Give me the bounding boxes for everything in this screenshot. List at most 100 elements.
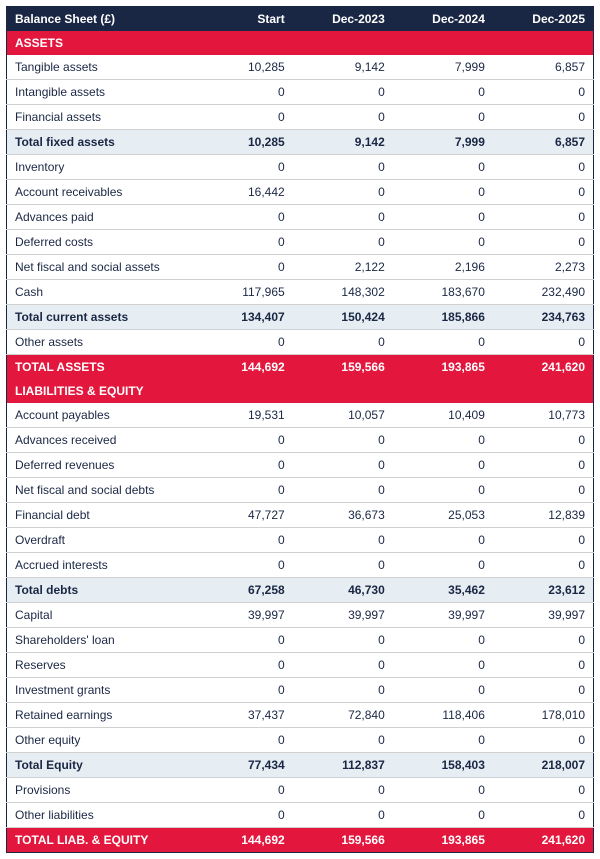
row-value: 0 (493, 80, 594, 105)
row-value: 0 (193, 528, 293, 553)
row-value: 23,612 (493, 578, 594, 603)
row-value: 0 (193, 428, 293, 453)
row-label: Capital (7, 603, 193, 628)
row-value: 10,773 (493, 403, 594, 428)
row-label: Inventory (7, 155, 193, 180)
row-value: 234,763 (493, 305, 594, 330)
row-value: 0 (193, 653, 293, 678)
row-value: 118,406 (393, 703, 493, 728)
row-value: 0 (393, 678, 493, 703)
table-row: Other assets0000 (7, 330, 594, 355)
table-row: Total Equity77,434112,837158,403218,007 (7, 753, 594, 778)
row-value: 39,997 (293, 603, 393, 628)
table-row: Other equity0000 (7, 728, 594, 753)
row-value: 148,302 (293, 280, 393, 305)
row-value: 0 (393, 330, 493, 355)
row-value: 0 (493, 778, 594, 803)
row-value: 0 (293, 105, 393, 130)
col-header: Dec-2023 (293, 7, 393, 32)
row-value: 0 (493, 628, 594, 653)
row-label: Shareholders' loan (7, 628, 193, 653)
table-row: Investment grants0000 (7, 678, 594, 703)
table-row: Intangible assets0000 (7, 80, 594, 105)
row-value: 2,122 (293, 255, 393, 280)
row-value: 0 (493, 230, 594, 255)
row-value: 0 (393, 205, 493, 230)
row-value: 2,196 (393, 255, 493, 280)
row-value: 10,285 (193, 55, 293, 80)
row-value: 0 (393, 778, 493, 803)
row-value: 39,997 (393, 603, 493, 628)
table-row: Account receivables16,442000 (7, 180, 594, 205)
table-row: Reserves0000 (7, 653, 594, 678)
row-value: 36,673 (293, 503, 393, 528)
row-value: 0 (193, 803, 293, 828)
row-value: 0 (493, 453, 594, 478)
row-label: TOTAL ASSETS (7, 355, 193, 380)
table-row: Shareholders' loan0000 (7, 628, 594, 653)
row-value: 0 (493, 803, 594, 828)
col-header: Dec-2024 (393, 7, 493, 32)
row-value: 0 (293, 428, 393, 453)
row-value: 12,839 (493, 503, 594, 528)
row-label: Provisions (7, 778, 193, 803)
table-row: Financial debt47,72736,67325,05312,839 (7, 503, 594, 528)
row-label: Other liabilities (7, 803, 193, 828)
table-row: Inventory0000 (7, 155, 594, 180)
row-label: Intangible assets (7, 80, 193, 105)
row-value: 0 (293, 230, 393, 255)
row-value: 0 (193, 553, 293, 578)
table-row: Tangible assets10,2859,1427,9996,857 (7, 55, 594, 80)
row-value: 0 (293, 453, 393, 478)
row-value: 7,999 (393, 130, 493, 155)
row-value: 0 (493, 653, 594, 678)
row-value: 0 (393, 230, 493, 255)
table-row: Accrued interests0000 (7, 553, 594, 578)
row-value: 0 (493, 330, 594, 355)
row-value: 0 (193, 80, 293, 105)
table-row: ASSETS (7, 31, 594, 55)
table-row: Deferred revenues0000 (7, 453, 594, 478)
table-row: Advances received0000 (7, 428, 594, 453)
row-label: Other equity (7, 728, 193, 753)
row-label: Advances received (7, 428, 193, 453)
row-value: 185,866 (393, 305, 493, 330)
row-value: 77,434 (193, 753, 293, 778)
row-value: 10,057 (293, 403, 393, 428)
table-row: Total current assets134,407150,424185,86… (7, 305, 594, 330)
row-value: 0 (393, 478, 493, 503)
table-row: Total debts67,25846,73035,46223,612 (7, 578, 594, 603)
row-value: 144,692 (193, 828, 293, 853)
row-value: 0 (493, 155, 594, 180)
row-value: 0 (193, 678, 293, 703)
row-value: 0 (493, 180, 594, 205)
row-value: 0 (393, 453, 493, 478)
table-row: Net fiscal and social debts0000 (7, 478, 594, 503)
row-value: 0 (393, 653, 493, 678)
table-row: TOTAL LIAB. & EQUITY144,692159,566193,86… (7, 828, 594, 853)
row-value: 158,403 (393, 753, 493, 778)
row-value: 16,442 (193, 180, 293, 205)
row-value: 7,999 (393, 55, 493, 80)
row-value: 159,566 (293, 355, 393, 380)
row-value: 0 (193, 255, 293, 280)
row-label: Cash (7, 280, 193, 305)
row-value: 0 (193, 205, 293, 230)
row-value: 0 (393, 628, 493, 653)
row-value: 0 (393, 155, 493, 180)
row-label: TOTAL LIAB. & EQUITY (7, 828, 193, 853)
row-value: 2,273 (493, 255, 594, 280)
row-label: Financial debt (7, 503, 193, 528)
col-header: Dec-2025 (493, 7, 594, 32)
table-row: Total fixed assets10,2859,1427,9996,857 (7, 130, 594, 155)
row-value: 232,490 (493, 280, 594, 305)
row-label: Accrued interests (7, 553, 193, 578)
row-value: 0 (293, 653, 393, 678)
row-label: Account payables (7, 403, 193, 428)
row-value: 9,142 (293, 55, 393, 80)
row-label: Deferred revenues (7, 453, 193, 478)
row-value: 0 (293, 803, 393, 828)
row-value: 0 (393, 80, 493, 105)
row-value: 0 (293, 180, 393, 205)
row-value: 0 (393, 428, 493, 453)
